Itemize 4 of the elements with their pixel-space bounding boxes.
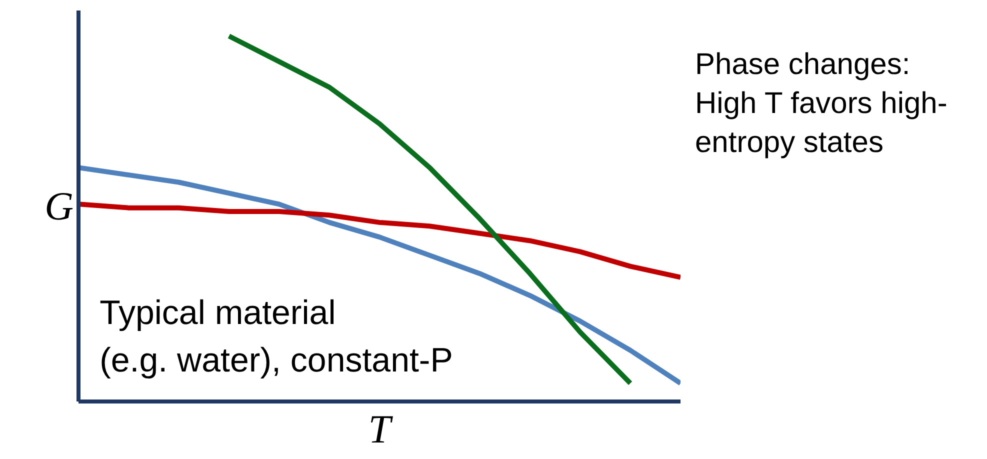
annotation: Typical material (e.g. water), constant-P (100, 294, 453, 380)
y-axis-title: G (44, 184, 74, 228)
x-axis-title: T (368, 406, 394, 452)
text: Phase changes: High T favors high- entropy states (695, 47, 948, 161)
